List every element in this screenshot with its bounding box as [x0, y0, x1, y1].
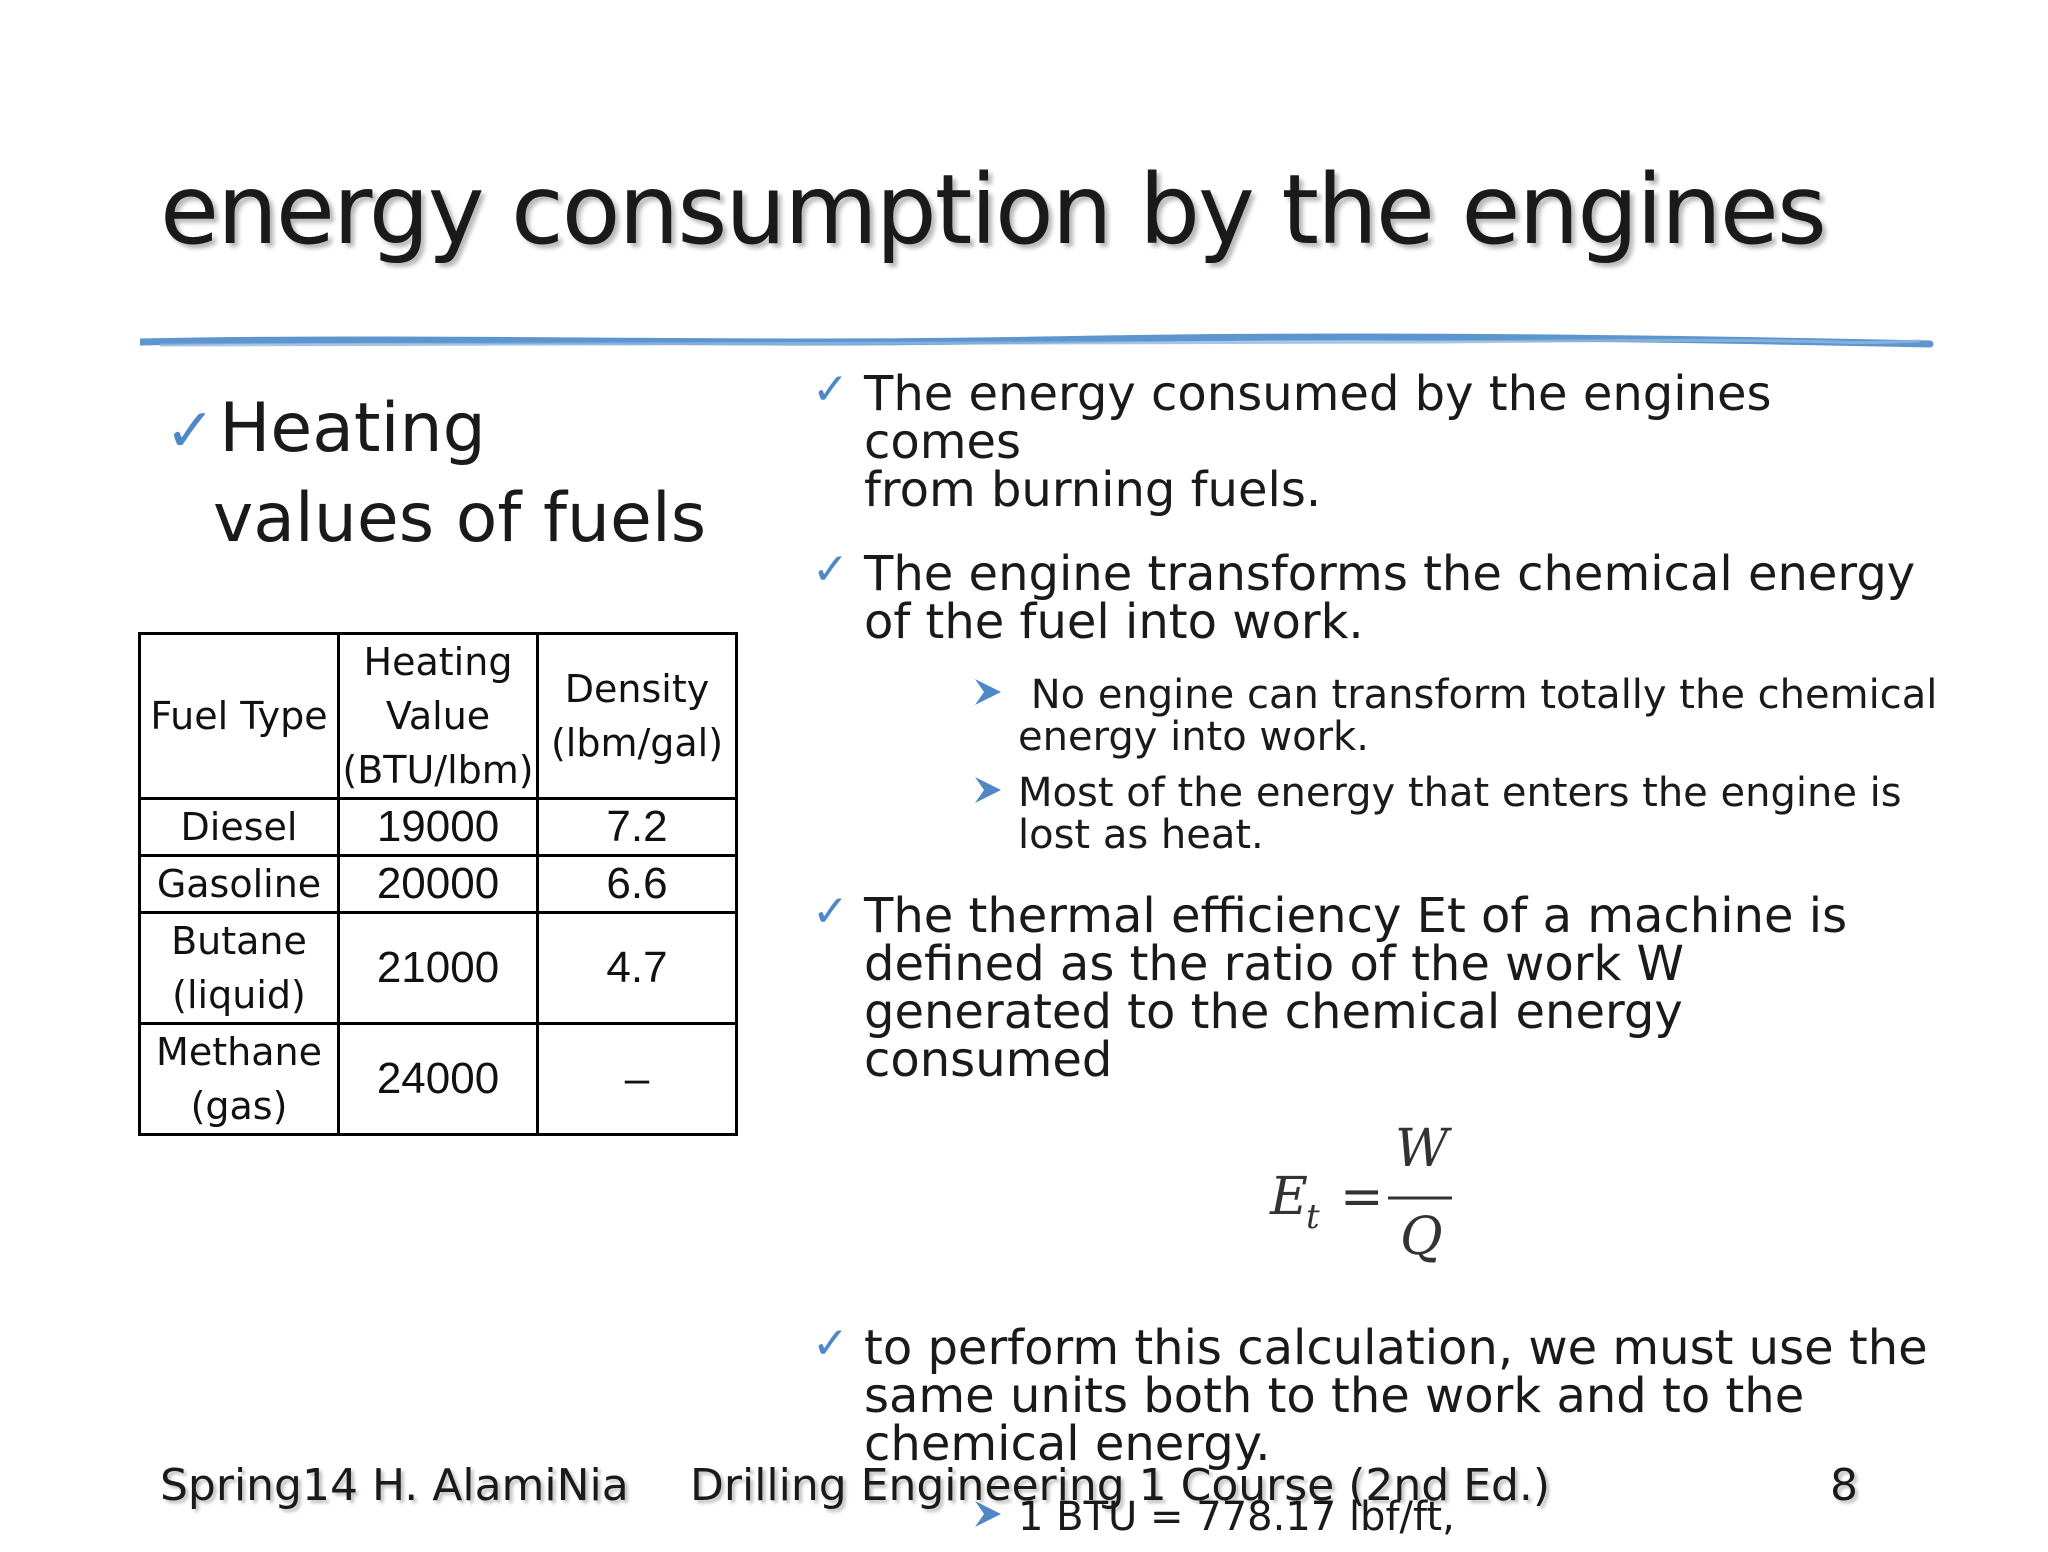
table-row: Methane (gas) 24000 – [138, 1022, 738, 1136]
table-header-row: Fuel Type Heating Value (BTU/lbm) Densit… [138, 632, 738, 800]
fuel-name: Methane (gas) [138, 1022, 340, 1136]
slide-title: energy consumption by the engines [160, 154, 1827, 266]
bullet-engine-transforms: ✓ The engine transforms the chemical ene… [812, 544, 1916, 650]
arrow-right-icon [975, 1501, 1001, 1527]
table-row: Diesel 19000 7.2 [138, 797, 738, 857]
check-icon: ✓ [165, 396, 216, 466]
check-icon: ✓ [812, 544, 849, 595]
title-divider [140, 333, 1934, 348]
check-icon: ✓ [812, 1318, 849, 1369]
fuel-name: Butane (liquid) [138, 911, 340, 1025]
sub-bullet-btu-conversion: 1 BTU = 778.17 lbf/ft, [966, 1496, 1932, 1538]
density-value: 6.6 [536, 854, 738, 914]
sub-bullet-lost-heat: Most of the energy that enters the engin… [966, 772, 1932, 856]
bullet-list: ✓ The energy consumed by the engines com… [812, 364, 1937, 1552]
heating-value: 24000 [337, 1022, 539, 1136]
left-heading: ✓Heating values of fuels [165, 385, 706, 563]
fuel-name: Diesel [138, 797, 340, 857]
bullet-thermal-efficiency: ✓ The thermal efficiency Et of a machine… [812, 886, 1848, 1088]
bullet-same-units: ✓ to perform this calculation, we must u… [812, 1318, 1928, 1472]
formula-denominator: Q [1400, 1207, 1443, 1267]
header-heating-value: Heating Value (BTU/lbm) [337, 632, 539, 800]
footer-page-number: 8 [1830, 1460, 1858, 1511]
header-density: Density (lbm/gal) [536, 632, 738, 800]
table-row: Butane (liquid) 21000 4.7 [138, 911, 738, 1025]
bullet-energy-source: ✓ The energy consumed by the engines com… [812, 364, 1772, 518]
heading-line-2: values of fuels [213, 479, 707, 558]
heating-value: 21000 [337, 911, 539, 1025]
formula-numerator: W [1395, 1119, 1452, 1179]
formula-lhs: E [1269, 1167, 1308, 1227]
sub-bullet-no-engine: No engine can transform totally the chem… [966, 674, 1937, 758]
check-icon: ✓ [812, 364, 849, 415]
formula-subscript: t [1306, 1197, 1320, 1237]
fuel-name: Gasoline [138, 854, 340, 914]
heating-value: 19000 [337, 797, 539, 857]
density-value: 7.2 [536, 797, 738, 857]
heading-line-1: Heating [219, 389, 486, 468]
table-row: Gasoline 20000 6.6 [138, 854, 738, 914]
footer-course: Drilling Engineering 1 Course (2nd Ed.) [690, 1460, 1551, 1511]
density-value: 4.7 [536, 911, 738, 1025]
heating-value: 20000 [337, 854, 539, 914]
fuel-table: Fuel Type Heating Value (BTU/lbm) Densit… [138, 632, 738, 1136]
efficiency-formula: E t = W Q [812, 1114, 1932, 1294]
header-fuel-type: Fuel Type [138, 632, 340, 800]
arrow-right-icon [975, 679, 1001, 705]
formula-equals: = [1340, 1167, 1384, 1227]
arrow-right-icon [975, 777, 1001, 803]
density-value: – [536, 1022, 738, 1136]
check-icon: ✓ [812, 886, 849, 937]
footer-author: Spring14 H. AlamiNia [160, 1460, 629, 1511]
